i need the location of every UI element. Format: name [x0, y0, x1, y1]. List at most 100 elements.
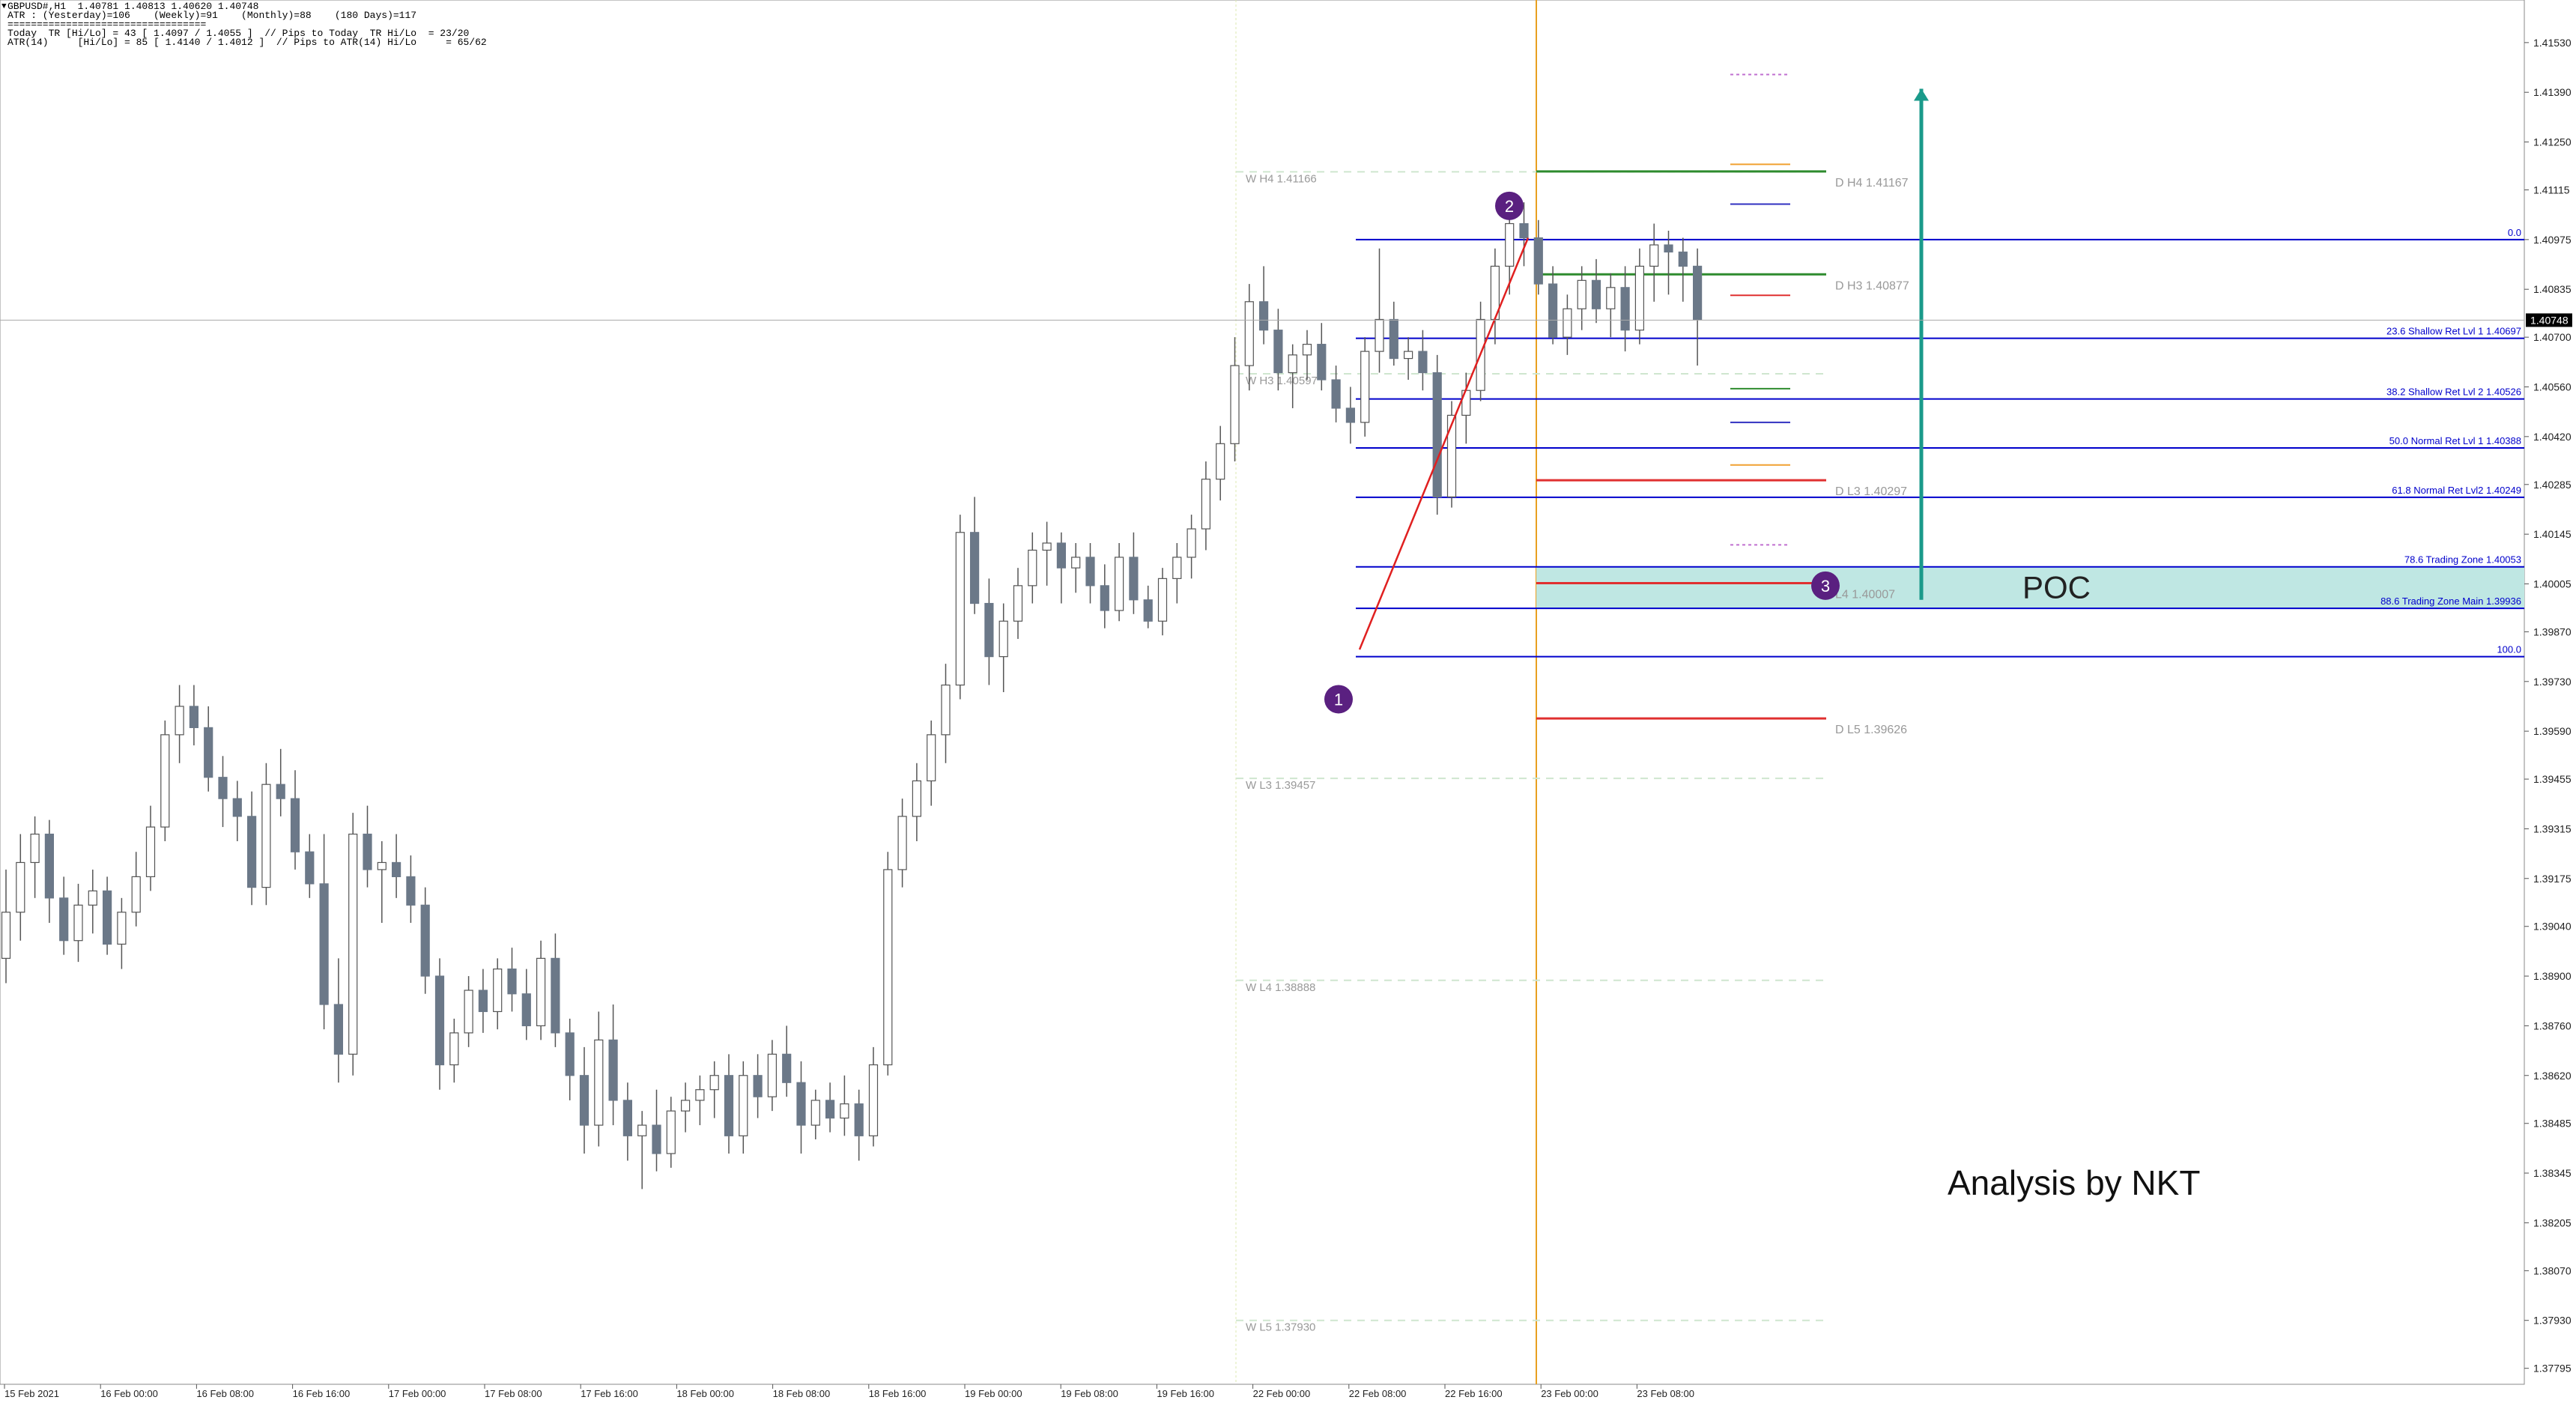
- candle-body: [1563, 308, 1572, 338]
- candle-body: [1157, 578, 1168, 622]
- candle-body: [1533, 237, 1543, 285]
- fib-level-label: 88.6 Trading Zone Main 1.39936: [2380, 596, 2521, 607]
- candle-body: [73, 904, 83, 942]
- price-tick-label: 1.40975: [2533, 234, 2572, 246]
- candle-body: [1230, 365, 1240, 444]
- candle-body: [1216, 443, 1225, 480]
- price-tick-label: 1.40005: [2533, 578, 2572, 590]
- candle-body: [955, 532, 965, 686]
- price-tick-label: 1.38760: [2533, 1019, 2572, 1031]
- candle-body: [290, 798, 300, 852]
- swing-line: [1358, 237, 1530, 650]
- candle-body: [88, 890, 97, 906]
- candle-body: [175, 706, 184, 736]
- candle-body: [1201, 479, 1211, 530]
- time-tick-label: 16 Feb 08:00: [196, 1388, 254, 1399]
- candle-body: [1071, 557, 1081, 569]
- time-tick-label: 17 Feb 08:00: [485, 1388, 542, 1399]
- price-tick-label: 1.41250: [2533, 136, 2572, 148]
- price-tick-label: 1.41390: [2533, 86, 2572, 98]
- candle-body: [1114, 557, 1124, 611]
- candle-body: [753, 1075, 763, 1097]
- candle-body: [1345, 407, 1356, 423]
- weekly-level-label: W L4 1.38888: [1246, 981, 1315, 994]
- price-tick-label: 1.37795: [2533, 1363, 2572, 1375]
- candle-body: [1187, 528, 1196, 558]
- price-tick-label: 1.39175: [2533, 873, 2572, 885]
- candle-body: [1418, 351, 1428, 374]
- candle-body: [1100, 585, 1109, 611]
- candle-body: [493, 968, 503, 1013]
- candle-body: [1446, 414, 1457, 497]
- candle-body: [1375, 318, 1384, 352]
- candle-body: [348, 833, 358, 1055]
- candle-body: [680, 1100, 691, 1112]
- candle-body: [1331, 379, 1341, 409]
- daily-level-label: D L5 1.39626: [1835, 724, 1907, 736]
- candle-body: [1258, 301, 1269, 331]
- candle-body: [810, 1100, 820, 1126]
- price-tick-label: 1.37930: [2533, 1315, 2572, 1327]
- candle-body: [941, 684, 951, 736]
- candle-body: [434, 975, 445, 1066]
- candle-body: [507, 968, 517, 995]
- current-price-label: 1.40748: [2530, 314, 2569, 326]
- candle-body: [305, 851, 315, 885]
- candle-body: [1143, 599, 1153, 622]
- price-tick-label: 1.40560: [2533, 381, 2572, 393]
- price-tick-label: 1.39730: [2533, 676, 2572, 688]
- time-tick-label: 18 Feb 00:00: [676, 1388, 734, 1399]
- time-tick-label: 17 Feb 16:00: [581, 1388, 638, 1399]
- candle-body: [767, 1053, 778, 1097]
- price-tick-label: 1.40420: [2533, 431, 2572, 443]
- time-tick-label: 17 Feb 00:00: [389, 1388, 446, 1399]
- time-tick-label: 19 Feb 16:00: [1157, 1388, 1214, 1399]
- candle-body: [333, 1004, 343, 1055]
- price-tick-label: 1.38070: [2533, 1264, 2572, 1276]
- candle-body: [204, 727, 213, 778]
- candle-body: [406, 876, 416, 906]
- candle-body: [1505, 222, 1515, 267]
- candle-body: [565, 1032, 575, 1076]
- candle-body: [652, 1124, 661, 1154]
- time-tick-label: 22 Feb 00:00: [1253, 1388, 1311, 1399]
- price-tick-label: 1.40145: [2533, 528, 2572, 540]
- candle-body: [1403, 351, 1413, 360]
- candle-body: [1129, 557, 1139, 601]
- candle-body: [30, 833, 40, 864]
- candle-body: [16, 861, 25, 913]
- candle-body: [998, 620, 1008, 658]
- atr-line: ATR : (Yesterday)=106 (Weekly)=91 (Month…: [7, 10, 417, 21]
- candle-body: [622, 1100, 633, 1136]
- candle-body: [1056, 542, 1067, 569]
- weekly-level-label: W H4 1.41166: [1246, 172, 1317, 185]
- candle-body: [261, 784, 271, 888]
- candle-body: [1028, 549, 1037, 587]
- candle-body: [840, 1103, 849, 1119]
- candle-body: [927, 734, 936, 782]
- candle-body: [1693, 265, 1703, 321]
- candle-body: [782, 1053, 792, 1083]
- time-tick-label: 16 Feb 16:00: [293, 1388, 351, 1399]
- wave-marker-circle: [1811, 571, 1840, 600]
- candle-body: [1678, 251, 1688, 267]
- fib-level-label: 0.0: [2508, 227, 2521, 238]
- plot-frame: [0, 0, 2525, 1385]
- target-arrow-head: [1914, 88, 1929, 101]
- poc-zone: [1536, 566, 2524, 609]
- price-tick-label: 1.39590: [2533, 725, 2572, 737]
- price-tick-label: 1.38205: [2533, 1216, 2572, 1228]
- candle-body: [969, 532, 980, 604]
- candle-body: [1664, 244, 1673, 253]
- candle-body: [1606, 287, 1616, 309]
- candle-body: [521, 993, 531, 1027]
- candle-body: [897, 816, 907, 870]
- candle-body: [1620, 287, 1630, 331]
- candle-body: [1649, 244, 1659, 267]
- candle-body: [709, 1075, 719, 1091]
- price-tick-label: 1.38900: [2533, 970, 2572, 982]
- price-tick-label: 1.40700: [2533, 331, 2572, 343]
- daily-level-label: L4 1.40007: [1835, 589, 1895, 601]
- collapse-triangle-icon[interactable]: ▼: [1, 2, 7, 11]
